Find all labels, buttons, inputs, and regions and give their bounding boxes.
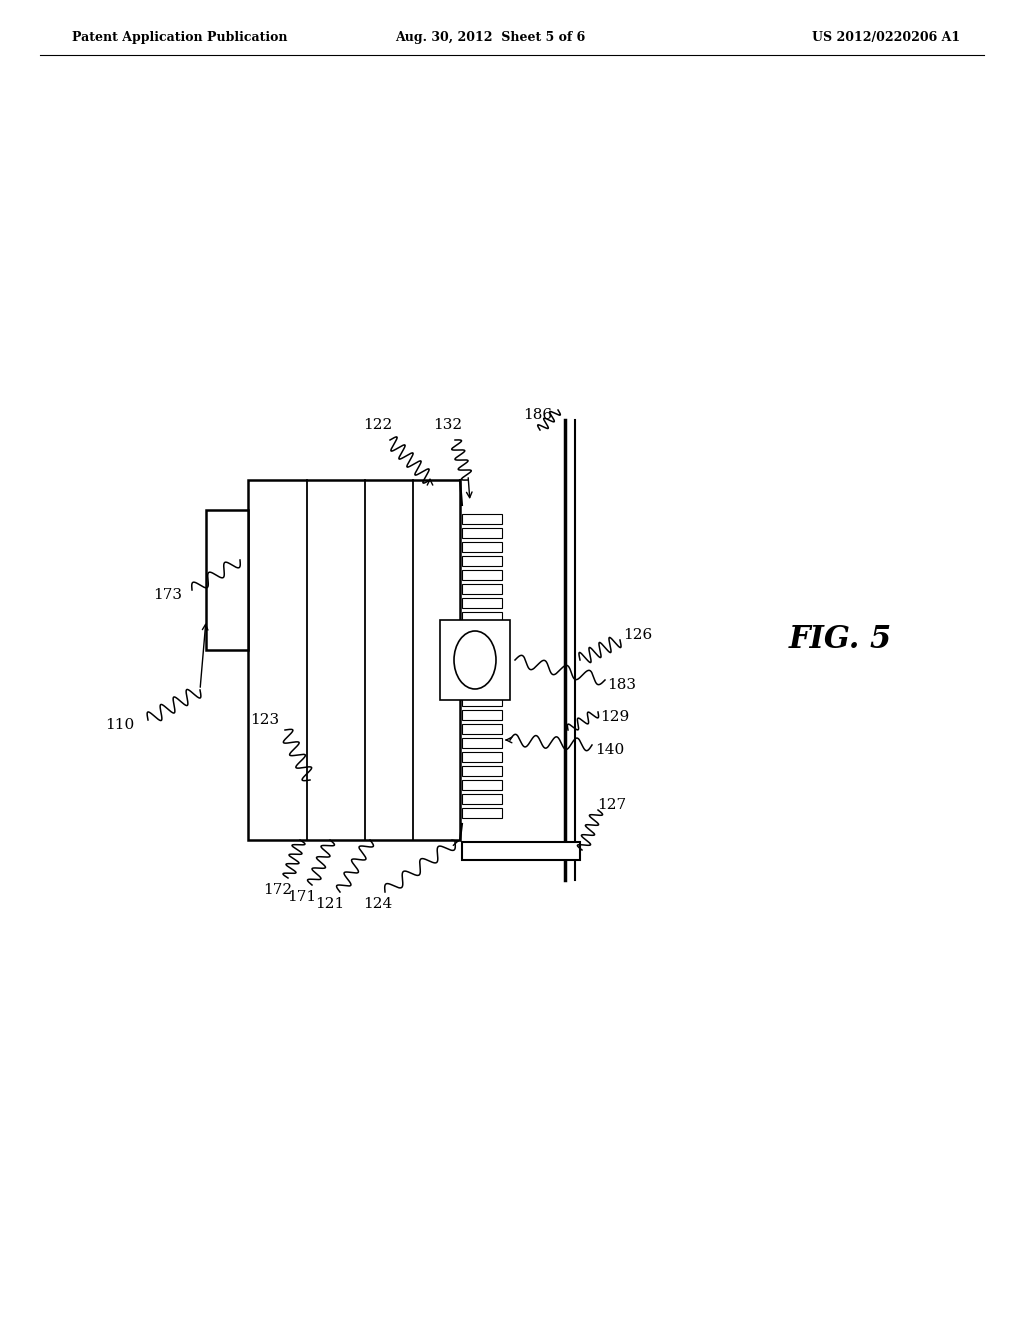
Text: Aug. 30, 2012  Sheet 5 of 6: Aug. 30, 2012 Sheet 5 of 6 [395,30,585,44]
Bar [462,710,502,719]
Bar [462,842,580,861]
Bar [462,793,502,804]
Bar [462,583,502,594]
Bar [462,723,502,734]
Bar [462,543,502,552]
Ellipse shape [454,631,496,689]
Text: 126: 126 [624,628,652,642]
Text: 110: 110 [105,718,134,733]
Text: FIG. 5: FIG. 5 [788,624,892,656]
Bar [462,612,502,622]
Bar [462,598,502,609]
Text: Patent Application Publication: Patent Application Publication [72,30,288,44]
Text: 186: 186 [523,408,553,422]
Bar [462,696,502,706]
Bar [462,626,502,636]
Text: 173: 173 [154,587,182,602]
Bar [248,480,460,840]
Text: 171: 171 [288,890,316,904]
Bar [462,682,502,692]
Bar [462,528,502,539]
Bar [440,620,510,700]
Text: US 2012/0220206 A1: US 2012/0220206 A1 [812,30,961,44]
Bar [462,766,502,776]
Bar [462,556,502,566]
Text: 140: 140 [595,743,625,756]
Text: 132: 132 [433,418,463,432]
Bar [206,510,248,649]
Text: 124: 124 [364,898,392,911]
Text: 129: 129 [600,710,630,723]
Text: 127: 127 [597,799,627,812]
Bar [462,513,502,524]
Bar [462,653,502,664]
Bar [462,640,502,649]
Bar [462,780,502,791]
Bar [462,570,502,579]
Text: 183: 183 [607,678,637,692]
Text: 123: 123 [251,713,280,727]
Bar [462,738,502,748]
Text: 121: 121 [315,898,345,911]
Text: 122: 122 [364,418,392,432]
Bar [462,752,502,762]
Bar [462,668,502,678]
Text: 172: 172 [263,883,293,898]
Bar [462,808,502,818]
